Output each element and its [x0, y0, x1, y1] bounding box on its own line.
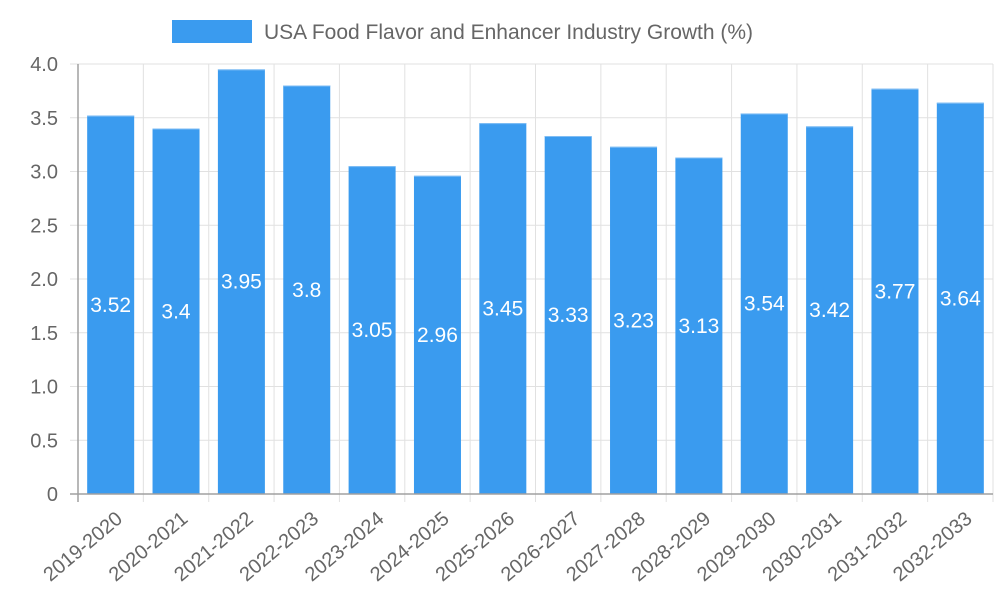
y-tick-label: 3.5 — [30, 108, 58, 130]
data-label: 2.96 — [417, 324, 458, 347]
bar — [675, 157, 723, 494]
bar — [871, 88, 919, 494]
data-label: 3.45 — [482, 298, 523, 321]
data-label: 3.05 — [352, 319, 393, 342]
data-label: 3.52 — [90, 294, 131, 317]
bar — [544, 136, 592, 494]
bar — [87, 115, 135, 494]
legend-label: USA Food Flavor and Enhancer Industry Gr… — [264, 21, 753, 44]
bars — [87, 69, 984, 495]
y-tick-label: 4.0 — [30, 54, 58, 76]
bar — [217, 69, 265, 494]
data-label: 3.13 — [678, 315, 719, 338]
data-label: 3.54 — [744, 293, 785, 316]
grid — [70, 63, 994, 502]
bar — [740, 113, 788, 494]
data-label: 3.23 — [613, 309, 654, 332]
data-label: 3.33 — [548, 304, 589, 327]
y-tick-label: 3.0 — [30, 162, 58, 184]
y-tick-label: 1.0 — [30, 377, 58, 399]
data-label: 3.64 — [940, 287, 981, 310]
data-label: 3.8 — [292, 279, 321, 302]
y-tick-label: 2.5 — [30, 215, 58, 237]
y-tick-label: 1.5 — [30, 323, 58, 345]
bar — [348, 166, 396, 494]
data-label: 3.42 — [809, 299, 850, 322]
y-tick-label: 0 — [47, 484, 58, 506]
y-tick-label: 0.5 — [30, 430, 58, 452]
data-label: 3.77 — [875, 280, 916, 303]
y-tick-labels: 0 0.5 1.0 1.5 2.0 2.5 3.0 3.5 4.0 — [30, 54, 58, 506]
bar — [936, 102, 984, 494]
axes — [70, 64, 993, 502]
data-labels: 3.52 3.4 3.95 3.8 3.05 2.96 3.45 3.33 3.23 3.13 3.… — [90, 271, 981, 347]
bar — [479, 123, 527, 494]
bar — [806, 126, 854, 494]
bar — [413, 175, 461, 495]
y-tick-label: 2.0 — [30, 269, 58, 291]
bar — [152, 128, 200, 494]
bar — [283, 85, 331, 494]
data-label: 3.4 — [161, 300, 191, 323]
x-tick-labels: 2019-20202020-20212021-20222022-20232023… — [39, 508, 976, 586]
legend-swatch — [172, 20, 252, 43]
legend[interactable]: USA Food Flavor and Enhancer Industry Gr… — [172, 20, 753, 44]
bar — [610, 146, 658, 494]
data-label: 3.95 — [221, 271, 262, 294]
